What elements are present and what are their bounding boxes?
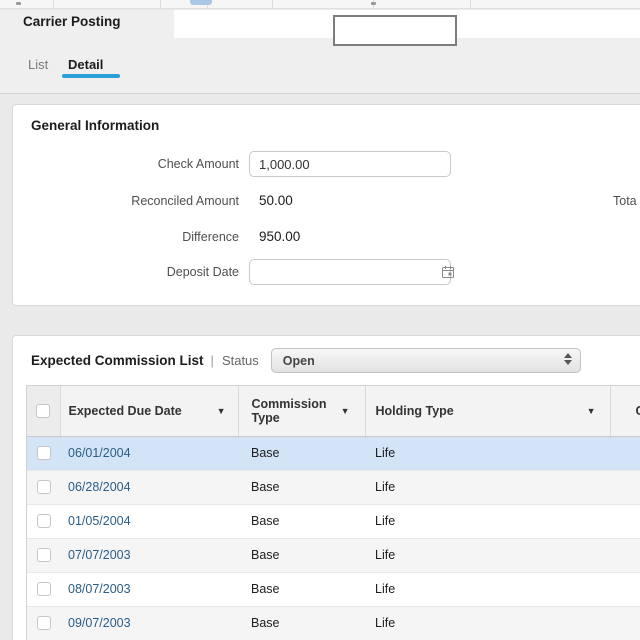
deposit-date-label: Deposit Date	[166, 265, 239, 279]
column-expected-due-date: Expected Due Date ▼	[60, 386, 239, 437]
empty-cell	[610, 606, 640, 640]
holding-type-cell: Life	[365, 606, 610, 640]
column-label: Holding Type	[375, 403, 454, 418]
table-row[interactable]: 07/07/2003 Base Life	[27, 538, 640, 573]
commission-type-cell: Base	[238, 538, 365, 573]
due-date-link[interactable]: 06/01/2004	[68, 446, 131, 460]
commission-type-cell: Base	[238, 436, 365, 471]
column-label: Commission Type	[251, 396, 327, 425]
title-separator: |	[210, 353, 214, 368]
calendar-icon[interactable]	[438, 262, 458, 282]
table-row[interactable]: 01/05/2004 Base Life	[27, 504, 640, 539]
active-tab-edge	[190, 0, 212, 5]
reconciled-amount-value: 50.00	[259, 193, 293, 208]
column-truncated: C	[610, 386, 640, 437]
tab-strip-mark	[371, 2, 376, 5]
reconciled-amount-label: Reconciled Amount	[131, 194, 239, 208]
holding-type-cell: Life	[365, 538, 610, 573]
filter-caret-icon[interactable]: ▼	[216, 405, 226, 416]
empty-cell	[610, 538, 640, 573]
due-date-link[interactable]: 07/07/2003	[68, 548, 131, 562]
active-tab-underline	[62, 74, 120, 78]
due-date-link[interactable]: 08/07/2003	[68, 582, 131, 596]
tab-divider	[272, 0, 273, 8]
status-select[interactable]: Open	[270, 348, 581, 373]
difference-label: Difference	[182, 230, 239, 244]
tab-list[interactable]: List	[28, 57, 49, 72]
empty-popup-box	[333, 15, 457, 46]
section-title: General Information	[31, 118, 160, 133]
commission-type-cell: Base	[238, 606, 365, 640]
commission-type-cell: Base	[238, 504, 365, 539]
commission-table: Expected Due Date ▼ Commission Type ▼ Ho…	[26, 385, 640, 640]
status-selected-value: Open	[282, 353, 315, 368]
due-date-link[interactable]: 01/05/2004	[68, 514, 131, 528]
tab-divider	[160, 0, 161, 8]
filter-caret-icon[interactable]: ▼	[340, 405, 350, 416]
table-header-row: Expected Due Date ▼ Commission Type ▼ Ho…	[27, 386, 640, 437]
tab-detail[interactable]: Detail	[68, 57, 104, 72]
empty-cell	[610, 436, 640, 471]
general-information-section: General Information Check Amount Reconci…	[12, 104, 640, 306]
select-all-header	[27, 386, 61, 437]
select-stepper-icon	[563, 353, 572, 365]
section-title: Expected Commission List	[31, 353, 204, 368]
page-title: Carrier Posting	[23, 14, 121, 29]
row-checkbox[interactable]	[36, 548, 51, 563]
tab-strip-mark	[16, 2, 21, 5]
due-date-link[interactable]: 09/07/2003	[68, 616, 131, 630]
row-checkbox[interactable]	[36, 514, 51, 529]
row-checkbox[interactable]	[36, 480, 51, 495]
tab-divider	[470, 0, 471, 8]
row-checkbox[interactable]	[36, 616, 51, 631]
table-row[interactable]: 06/01/2004 Base Life	[27, 436, 640, 471]
check-amount-label: Check Amount	[157, 157, 239, 171]
commission-type-cell: Base	[238, 572, 365, 607]
empty-cell	[610, 470, 640, 505]
status-label: Status	[221, 353, 259, 368]
holding-type-cell: Life	[365, 436, 610, 471]
check-amount-input[interactable]	[249, 151, 451, 177]
table-row[interactable]: 08/07/2003 Base Life	[27, 572, 640, 607]
holding-type-cell: Life	[365, 572, 610, 607]
holding-type-cell: Life	[365, 504, 610, 539]
due-date-link[interactable]: 06/28/2004	[68, 480, 131, 494]
empty-cell	[610, 572, 640, 607]
tab-divider	[53, 0, 54, 8]
column-commission-type: Commission Type ▼	[238, 386, 366, 437]
expected-commission-list-section: Expected Commission List | Status Open E…	[12, 335, 640, 640]
row-checkbox[interactable]	[36, 446, 51, 461]
select-all-checkbox[interactable]	[36, 404, 51, 419]
row-checkbox[interactable]	[36, 582, 51, 597]
deposit-date-input[interactable]	[249, 259, 451, 285]
total-label-truncated: Tota	[613, 194, 637, 208]
page-header: Carrier Posting List Detail	[0, 10, 640, 94]
holding-type-cell: Life	[365, 470, 610, 505]
table-row[interactable]: 06/28/2004 Base Life	[27, 470, 640, 505]
browser-tab-strip	[0, 0, 640, 9]
empty-cell	[610, 504, 640, 539]
difference-value: 950.00	[259, 229, 301, 244]
table-row[interactable]: 09/07/2003 Base Life	[27, 606, 640, 640]
column-holding-type: Holding Type ▼	[365, 386, 611, 437]
commission-type-cell: Base	[238, 470, 365, 505]
column-label: Expected Due Date	[68, 403, 182, 418]
filter-caret-icon[interactable]: ▼	[586, 405, 596, 416]
